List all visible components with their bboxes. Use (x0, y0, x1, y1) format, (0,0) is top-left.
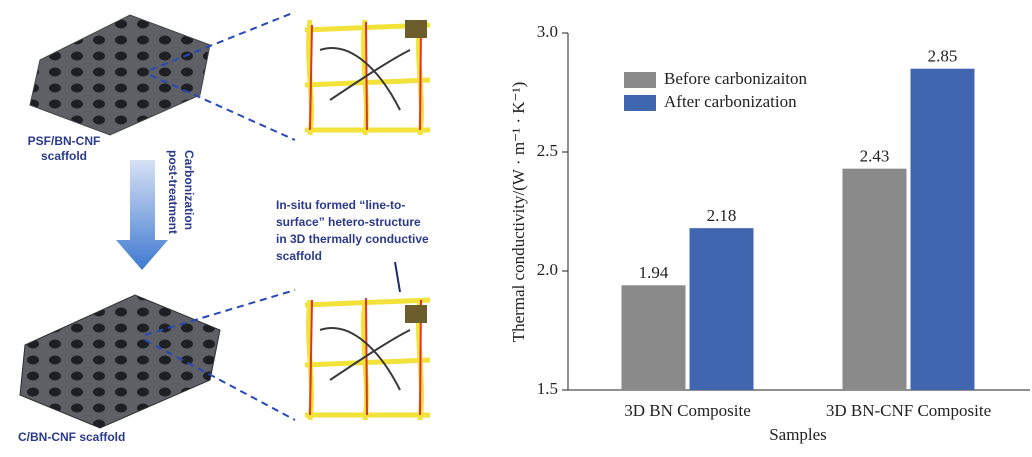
legend-label: After carbonization (664, 92, 797, 111)
process-label: Carbonization (182, 150, 196, 230)
x-axis-label: Samples (769, 425, 827, 444)
value-label: 2.85 (928, 47, 958, 66)
bar (843, 169, 907, 390)
process-label: post-treatment (166, 150, 180, 234)
diagram: PSF/BN-CNF scaffold Carbonization post-t… (18, 12, 430, 444)
y-tick-label: 2.0 (537, 260, 558, 279)
y-tick-label: 3.0 (537, 22, 558, 41)
value-label: 2.43 (860, 147, 890, 166)
value-label: 2.18 (707, 206, 737, 225)
structure-label: in 3D thermally conductive (276, 232, 429, 246)
x-tick-label: 3D BN Composite (624, 401, 751, 420)
legend-swatch (624, 95, 656, 111)
y-axis-label: Thermal conductivity/(W · m⁻¹ · K⁻¹) (509, 82, 528, 343)
bar (911, 69, 975, 390)
figure: PSF/BN-CNF scaffold Carbonization post-t… (0, 0, 1032, 452)
legend-label: Before carbonizaiton (664, 69, 808, 88)
chart: Thermal conductivity/(W · m⁻¹ · K⁻¹) Sam… (509, 22, 1030, 444)
structure-label: In-situ formed “line-to- (276, 198, 405, 212)
y-tick-label: 2.5 (537, 141, 558, 160)
scaffold-bottom (20, 295, 220, 428)
top-label: scaffold (41, 149, 87, 163)
bar (622, 285, 686, 390)
top-label: PSF/BN-CNF (28, 134, 101, 148)
structure-top (305, 20, 430, 135)
structure-label: surface” hetero-structure (276, 215, 421, 229)
process-arrow (116, 160, 168, 270)
x-tick-label: 3D BN-CNF Composite (826, 401, 991, 420)
bar (690, 228, 754, 390)
bottom-label: C/BN-CNF scaffold (18, 430, 125, 444)
structure-label: scaffold (276, 249, 322, 263)
scaffold-top (30, 15, 210, 135)
value-label: 1.94 (639, 263, 669, 282)
legend-swatch (624, 72, 656, 88)
structure-bottom (305, 262, 430, 420)
y-tick-label: 1.5 (537, 379, 558, 398)
